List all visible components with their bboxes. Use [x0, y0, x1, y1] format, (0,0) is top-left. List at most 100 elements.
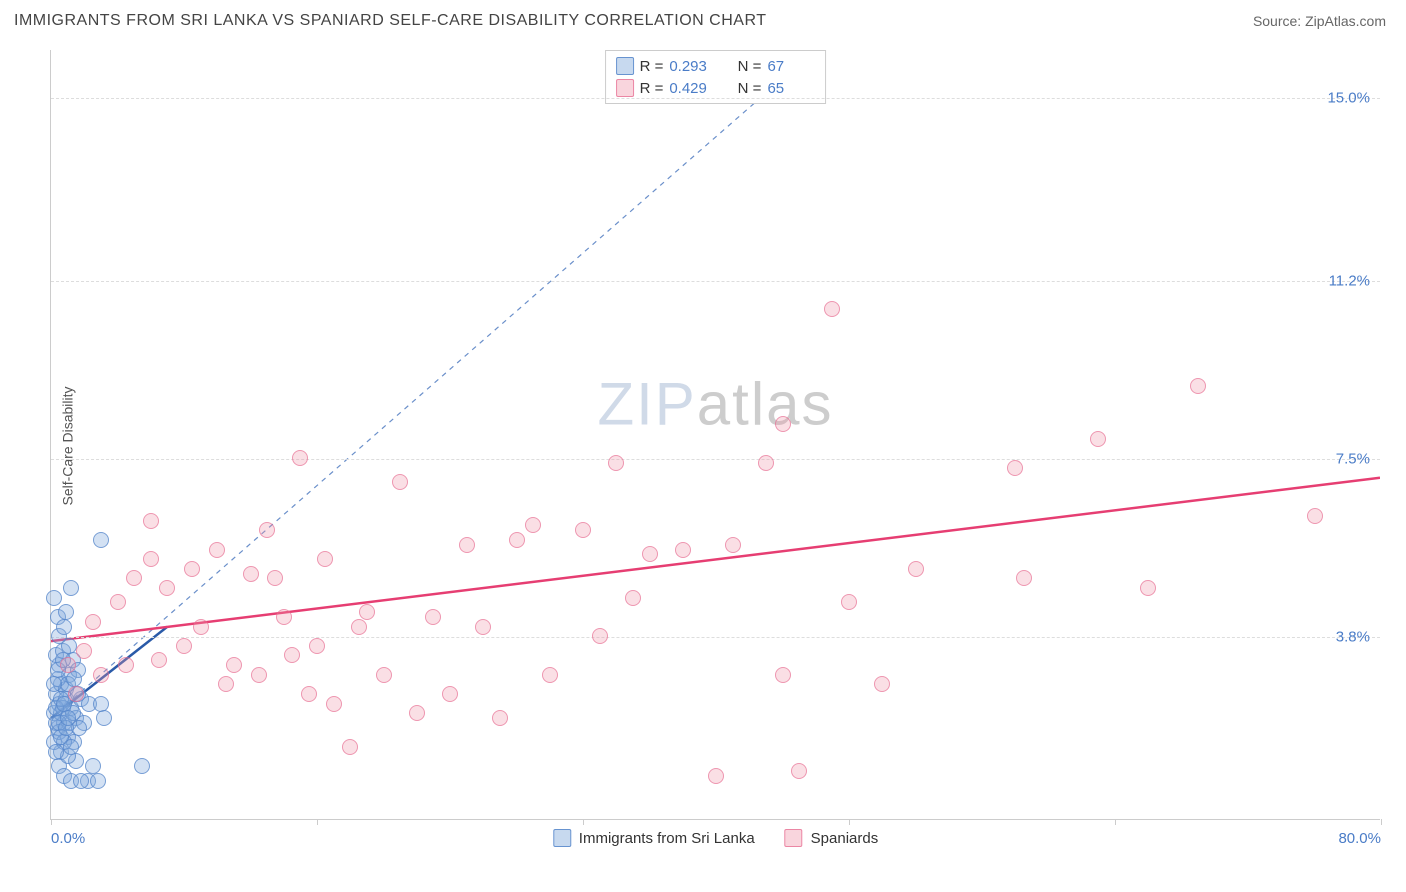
scatter-point[interactable]: [56, 619, 72, 635]
scatter-point[interactable]: [908, 561, 924, 577]
scatter-point[interactable]: [376, 667, 392, 683]
scatter-point[interactable]: [725, 537, 741, 553]
scatter-point[interactable]: [841, 594, 857, 610]
scatter-point[interactable]: [758, 455, 774, 471]
legend-item-series1[interactable]: Immigrants from Sri Lanka: [553, 829, 755, 847]
scatter-point[interactable]: [309, 638, 325, 654]
scatter-point[interactable]: [442, 686, 458, 702]
scatter-point[interactable]: [226, 657, 242, 673]
scatter-point[interactable]: [592, 628, 608, 644]
scatter-point[interactable]: [542, 667, 558, 683]
swatch-blue-icon: [616, 57, 634, 75]
scatter-point[interactable]: [143, 551, 159, 567]
scatter-point[interactable]: [251, 667, 267, 683]
scatter-point[interactable]: [209, 542, 225, 558]
scatter-point[interactable]: [425, 609, 441, 625]
scatter-point[interactable]: [608, 455, 624, 471]
scatter-point[interactable]: [259, 522, 275, 538]
scatter-point[interactable]: [791, 763, 807, 779]
x-tick: [51, 819, 52, 825]
scatter-point[interactable]: [73, 773, 89, 789]
legend-row-series1: R = 0.293 N = 67: [616, 55, 816, 77]
scatter-point[interactable]: [159, 580, 175, 596]
trend-lines-layer: [51, 50, 1380, 819]
scatter-point[interactable]: [342, 739, 358, 755]
scatter-point[interactable]: [1007, 460, 1023, 476]
scatter-point[interactable]: [90, 773, 106, 789]
scatter-point[interactable]: [193, 619, 209, 635]
chart-title: IMMIGRANTS FROM SRI LANKA VS SPANIARD SE…: [14, 12, 767, 30]
scatter-point[interactable]: [60, 657, 76, 673]
x-tick: [317, 819, 318, 825]
scatter-point[interactable]: [708, 768, 724, 784]
scatter-point[interactable]: [775, 416, 791, 432]
n-label-1: N =: [738, 58, 762, 75]
scatter-point[interactable]: [675, 542, 691, 558]
scatter-point[interactable]: [874, 676, 890, 692]
watermark: ZIPatlas: [597, 369, 833, 438]
scatter-point[interactable]: [824, 301, 840, 317]
scatter-point[interactable]: [317, 551, 333, 567]
scatter-point[interactable]: [96, 710, 112, 726]
scatter-point[interactable]: [575, 522, 591, 538]
scatter-point[interactable]: [284, 647, 300, 663]
scatter-point[interactable]: [243, 566, 259, 582]
scatter-point[interactable]: [1090, 431, 1106, 447]
scatter-point[interactable]: [76, 643, 92, 659]
scatter-point[interactable]: [775, 667, 791, 683]
scatter-point[interactable]: [48, 744, 64, 760]
scatter-point[interactable]: [93, 696, 109, 712]
scatter-point[interactable]: [625, 590, 641, 606]
swatch-pink-icon: [616, 79, 634, 97]
scatter-point[interactable]: [525, 517, 541, 533]
scatter-point[interactable]: [392, 474, 408, 490]
scatter-point[interactable]: [292, 450, 308, 466]
scatter-point[interactable]: [409, 705, 425, 721]
scatter-point[interactable]: [68, 686, 84, 702]
scatter-point[interactable]: [93, 532, 109, 548]
r-label-1: R =: [640, 58, 664, 75]
scatter-point[interactable]: [459, 537, 475, 553]
x-tick: [849, 819, 850, 825]
scatter-point[interactable]: [134, 758, 150, 774]
scatter-point[interactable]: [267, 570, 283, 586]
source-link[interactable]: ZipAtlas.com: [1305, 13, 1386, 29]
scatter-point[interactable]: [110, 594, 126, 610]
scatter-point[interactable]: [184, 561, 200, 577]
scatter-point[interactable]: [218, 676, 234, 692]
scatter-point[interactable]: [176, 638, 192, 654]
gridline-h: [51, 459, 1380, 460]
legend-item-series2[interactable]: Spaniards: [785, 829, 879, 847]
scatter-point[interactable]: [46, 590, 62, 606]
scatter-point[interactable]: [509, 532, 525, 548]
scatter-point[interactable]: [475, 619, 491, 635]
scatter-point[interactable]: [85, 614, 101, 630]
x-tick: [1381, 819, 1382, 825]
scatter-point[interactable]: [1140, 580, 1156, 596]
scatter-point[interactable]: [1016, 570, 1032, 586]
scatter-point[interactable]: [63, 739, 79, 755]
x-tick-label: 80.0%: [1338, 830, 1381, 847]
scatter-point[interactable]: [46, 676, 62, 692]
scatter-point[interactable]: [151, 652, 167, 668]
scatter-point[interactable]: [143, 513, 159, 529]
scatter-point[interactable]: [60, 710, 76, 726]
swatch-pink-icon: [785, 829, 803, 847]
scatter-point[interactable]: [359, 604, 375, 620]
scatter-point[interactable]: [93, 667, 109, 683]
scatter-point[interactable]: [351, 619, 367, 635]
scatter-point[interactable]: [1190, 378, 1206, 394]
scatter-point[interactable]: [1307, 508, 1323, 524]
scatter-point[interactable]: [126, 570, 142, 586]
scatter-point[interactable]: [301, 686, 317, 702]
scatter-point[interactable]: [63, 580, 79, 596]
scatter-point[interactable]: [326, 696, 342, 712]
scatter-point[interactable]: [276, 609, 292, 625]
r-value-1: 0.293: [669, 58, 717, 75]
trend-line: [51, 478, 1380, 641]
scatter-point[interactable]: [492, 710, 508, 726]
chart-header: IMMIGRANTS FROM SRI LANKA VS SPANIARD SE…: [0, 0, 1406, 38]
scatter-point[interactable]: [58, 604, 74, 620]
scatter-point[interactable]: [642, 546, 658, 562]
scatter-point[interactable]: [118, 657, 134, 673]
